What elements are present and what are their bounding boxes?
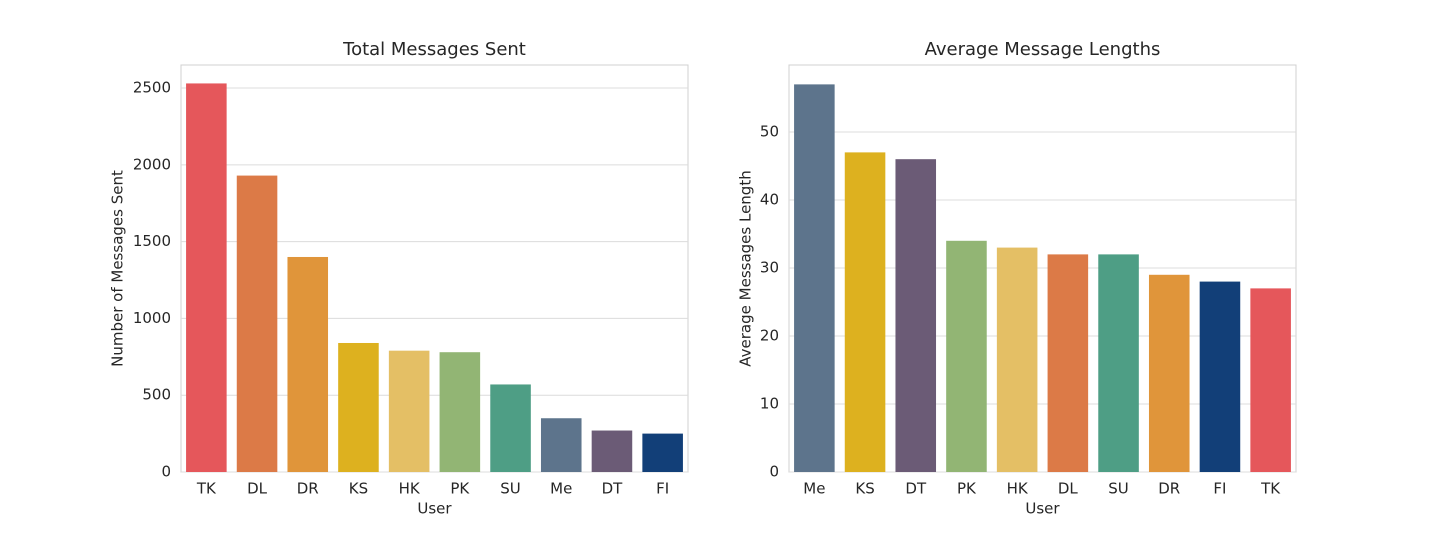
bar [388,350,430,472]
bar [946,240,987,472]
x-tick-label: DT [602,480,624,498]
y-axis-label: Average Messages Length [737,170,755,366]
y-tick-label: 0 [769,463,779,481]
bar [996,247,1038,472]
y-tick-label: 20 [760,326,779,344]
y-tick-label: 40 [760,190,779,208]
bar [1250,288,1291,472]
bar [186,83,227,473]
bar [642,433,683,472]
y-tick-label: 30 [760,258,779,276]
x-tick-label: Me [803,480,825,498]
y-tick-label: 2500 [133,79,171,97]
x-tick-label: KS [855,480,874,498]
bar [236,175,278,473]
y-tick-label: 50 [760,122,779,140]
x-tick-label: DR [1158,480,1180,498]
y-tick-label: 2000 [133,155,171,173]
bar [591,430,633,472]
bar [794,84,835,472]
y-tick-label: 500 [142,386,171,404]
x-tick-label: TK [1260,480,1281,498]
bar [1199,281,1241,472]
y-axis-label: Number of Messages Sent [109,170,127,367]
x-tick-label: DR [297,480,319,498]
x-tick-label: DL [1058,480,1079,498]
y-tick-label: 10 [760,394,779,412]
y-tick-label: 1500 [133,232,171,250]
x-tick-label: Me [550,480,572,498]
x-axis-label: User [1025,500,1060,518]
bar [844,152,886,473]
bar [1098,254,1139,472]
bar [540,418,582,472]
bar [490,384,531,472]
x-tick-label: KS [349,480,368,498]
x-tick-label: SU [500,480,521,498]
chart-title: Average Message Lengths [925,39,1161,60]
chart-title: Total Messages Sent [342,39,526,60]
x-tick-label: SU [1108,480,1129,498]
x-tick-label: DL [247,480,268,498]
x-tick-label: HK [399,480,421,498]
x-tick-label: FI [656,480,669,498]
y-tick-label: 1000 [133,309,171,327]
bar [1148,274,1190,472]
bar [287,256,329,472]
x-tick-label: HK [1007,480,1029,498]
x-tick-label: DT [905,480,927,498]
bar [439,352,481,472]
x-tick-label: PK [957,480,977,498]
bar [338,342,379,472]
x-tick-label: PK [450,480,470,498]
x-tick-label: TK [196,480,217,498]
bar [895,159,937,472]
bar [1047,254,1089,472]
x-tick-label: FI [1213,480,1226,498]
x-axis-label: User [417,500,452,518]
y-tick-label: 0 [161,463,171,481]
